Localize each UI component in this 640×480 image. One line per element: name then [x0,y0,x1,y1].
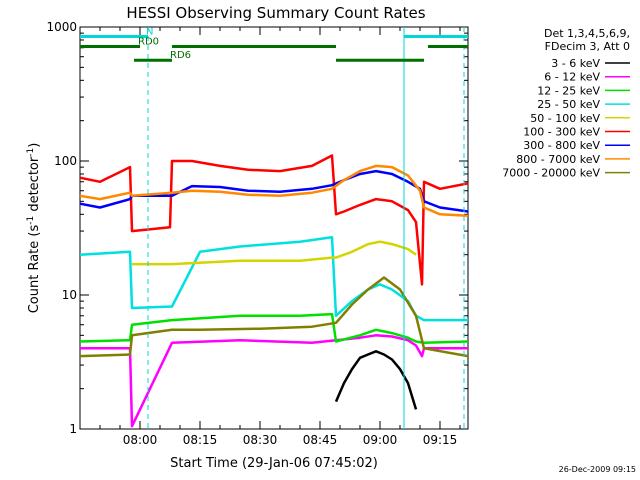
y-axis-label-exponent: -1 [26,216,36,225]
y-tick-label: 10 [62,288,77,302]
flag-label: RD0 [138,37,159,48]
series-line [334,350,418,410]
y-tick-label: 1 [69,422,77,436]
x-axis: 08:00 08:15 08:30 08:45 09:00 09:15 [79,27,461,447]
legend-label: 50 - 100 keV [530,112,600,125]
x-tick-label: 09:15 [423,433,458,447]
series-line [79,276,469,358]
y-axis: 1 10 100 1000 [46,20,468,436]
legend-label: 300 - 800 keV [523,139,600,152]
plot-area [79,26,469,430]
legend-label: 3 - 6 keV [551,57,600,70]
y-tick-label: 100 [54,154,77,168]
legend-label: 6 - 12 keV [544,71,600,84]
y-axis-label: Count Rate (s-1 detector-1) [26,143,42,314]
series-line [132,240,417,266]
y-axis-label-part: Count Rate (s [27,225,42,314]
series-line [79,154,469,286]
legend: Det 1,3,4,5,6,9, FDecim 3, Att 0 3 - 6 k… [502,27,630,180]
series-line [79,164,469,218]
generated-timestamp: 26-Dec-2009 09:15 [559,465,636,474]
series-group [79,154,469,428]
x-tick-label: 09:00 [363,433,398,447]
y-axis-label-part: detector [27,156,42,216]
legend-label: 800 - 7000 keV [516,153,600,166]
legend-label: 12 - 25 keV [537,84,600,97]
x-tick-label: 08:45 [303,433,338,447]
legend-label: 100 - 300 keV [523,126,600,139]
flag-label: N [146,26,153,37]
legend-label: 25 - 50 keV [537,98,600,111]
chart-title: HESSI Observing Summary Count Rates [126,4,425,22]
x-tick-label: 08:15 [183,433,218,447]
x-tick-label: 08:00 [123,433,158,447]
y-axis-label-exponent: -1 [26,148,36,157]
series-line [80,334,468,428]
flag-label: RD6 [170,50,191,61]
legend-label: 7000 - 20000 keV [502,167,600,180]
y-tick-label: 1000 [46,20,77,34]
legend-header-line: Det 1,3,4,5,6,9, [544,27,630,40]
x-tick-label: 08:30 [243,433,278,447]
series-line [79,312,469,345]
x-axis-label: Start Time (29-Jan-06 07:45:02) [170,456,378,471]
y-axis-label-part: ) [27,143,42,148]
legend-header-line: FDecim 3, Att 0 [545,40,630,53]
plot-frame [79,26,469,430]
